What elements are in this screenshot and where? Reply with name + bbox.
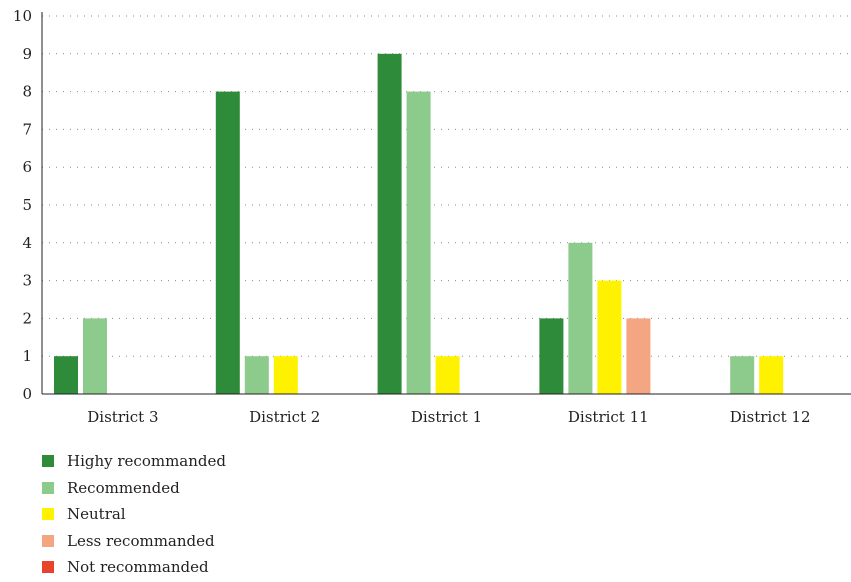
x-tick-label: District 11	[568, 408, 649, 426]
bar	[539, 318, 564, 394]
bar	[273, 356, 298, 394]
y-tick-label: 2	[22, 309, 32, 327]
y-tick-label: 8	[22, 83, 32, 101]
axes	[41, 12, 851, 395]
y-tick-label: 3	[22, 272, 32, 290]
bar	[215, 91, 240, 394]
bar	[244, 356, 269, 394]
bar	[626, 318, 651, 394]
legend-label: Highy recommanded	[67, 452, 226, 471]
legend-item: Less recommanded	[42, 528, 226, 555]
x-tick-label: District 12	[730, 408, 811, 426]
legend-item: Not recommanded	[42, 554, 226, 581]
bar	[83, 318, 107, 394]
legend-swatch	[42, 481, 54, 494]
bar	[597, 280, 622, 394]
y-tick-label: 1	[22, 347, 32, 365]
y-tick-label: 4	[22, 234, 32, 252]
legend-label: Not recommanded	[67, 558, 209, 577]
legend-item: Recommended	[42, 475, 226, 502]
x-tick-label: District 1	[411, 408, 482, 426]
y-tick-label: 6	[22, 158, 32, 176]
legend-swatch	[42, 561, 54, 574]
bar	[435, 356, 460, 394]
x-tick-label: District 2	[249, 408, 320, 426]
y-tick-label: 0	[22, 385, 32, 403]
bar	[54, 356, 78, 394]
legend-label: Neutral	[67, 505, 126, 524]
legend-item: Neutral	[42, 501, 226, 528]
bar	[759, 356, 784, 394]
y-tick-label: 9	[22, 45, 32, 63]
legend-swatch	[42, 534, 54, 547]
bar	[377, 53, 402, 395]
legend-label: Less recommanded	[67, 531, 215, 550]
bars	[54, 53, 784, 395]
bar	[568, 242, 593, 394]
legend-label: Recommended	[67, 478, 180, 497]
legend-item: Highy recommanded	[42, 448, 226, 475]
legend-swatch	[42, 508, 54, 521]
legend-swatch	[42, 455, 54, 468]
chart-legend: Highy recommanded Recommended Neutral Less …	[42, 448, 226, 581]
bar	[406, 91, 431, 394]
y-tick-label: 5	[22, 196, 32, 214]
bar	[730, 356, 755, 394]
y-tick-label: 10	[13, 7, 32, 25]
x-tick-labels: District 3 District 2 District 1 District 1…	[87, 408, 810, 426]
y-tick-label: 7	[22, 120, 32, 138]
y-tick-labels: 0 1 2 3 4 5 6 7 8 9 10	[13, 7, 32, 403]
gridlines	[42, 15, 851, 357]
x-tick-label: District 3	[87, 408, 158, 426]
